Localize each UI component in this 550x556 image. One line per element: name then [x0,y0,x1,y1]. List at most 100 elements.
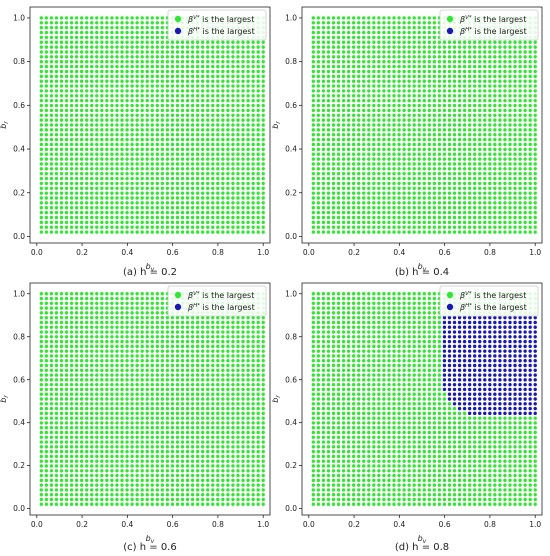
data-point [387,137,391,142]
data-point [316,113,321,117]
data-point [407,16,411,20]
data-point [261,181,265,186]
data-point [165,152,170,156]
data-point [155,210,160,215]
data-point [59,416,64,420]
data-point [49,430,54,435]
data-point [155,118,160,122]
data-point [100,296,104,301]
data-point [175,123,180,127]
data-point [90,339,94,344]
data-point [261,118,265,122]
data-point [100,25,104,30]
data-point [462,142,467,147]
data-point [488,137,492,142]
data-point [336,94,341,98]
data-point [69,411,74,416]
data-point [120,64,124,69]
data-point [351,157,356,161]
data-point [120,210,124,215]
data-point [331,21,336,25]
data-point [180,123,185,127]
data-point [221,98,225,103]
data-point [79,363,84,368]
data-point [120,344,124,349]
data-point [341,230,346,234]
data-point [85,45,89,49]
data-point [402,186,406,190]
data-point [508,162,512,166]
data-point [447,137,452,142]
data-point [236,40,240,44]
data-point [528,64,532,69]
data-point [397,16,401,20]
data-point [150,64,154,69]
data-point [417,128,421,132]
data-point [100,50,104,54]
data-point [115,147,119,152]
data-point [467,147,472,152]
data-point [120,497,124,502]
data-point [231,181,235,186]
data-point [190,64,195,69]
data-point [54,325,59,329]
data-point [246,45,250,49]
data-point [64,339,69,344]
data-point [95,206,99,210]
data-point [523,79,527,83]
data-point [472,50,477,54]
data-point [90,397,94,401]
data-point [115,430,119,435]
data-point [503,137,507,142]
data-point [44,426,49,430]
data-point [39,225,44,229]
data-point [110,186,114,190]
data-point [150,25,154,30]
data-point [74,55,79,59]
data-point [110,311,114,315]
data-point [200,94,205,98]
data-point [513,162,517,166]
data-point [231,89,235,93]
data-point [85,84,89,88]
data-point [377,79,381,83]
data-point [145,128,149,132]
data-point [362,118,366,122]
data-point [100,186,104,190]
data-point [155,25,160,30]
data-point [392,118,396,122]
data-point [457,133,462,137]
data-point [79,98,84,103]
data-point [130,320,134,325]
data-point [467,55,472,59]
data-point [160,181,165,186]
data-point [79,147,84,152]
data-point [49,103,54,108]
data-point [442,103,447,108]
data-point [341,103,346,108]
data-point [417,30,421,35]
data-point [261,201,265,205]
data-point [110,426,114,430]
data-point [64,416,69,420]
data-point [467,94,472,98]
data-point [120,50,124,54]
data-point [44,196,49,200]
data-point [125,344,129,349]
data-point [493,108,497,113]
data-point [130,359,134,363]
data-point [221,123,225,127]
data-point [115,483,119,487]
data-point [79,137,84,142]
data-point [44,21,49,25]
x-tick-label: 0.8 [484,248,496,257]
data-point [493,84,497,88]
data-point [69,123,74,127]
data-point [331,118,336,122]
data-point [140,30,144,35]
data-point [79,225,84,229]
data-point [44,349,49,353]
data-point [483,64,487,69]
data-point [44,191,49,195]
data-point [115,35,119,40]
